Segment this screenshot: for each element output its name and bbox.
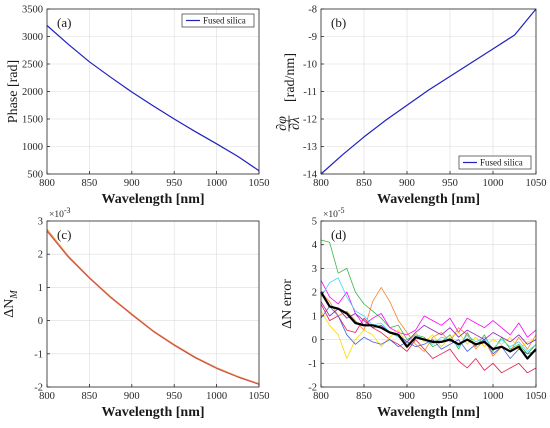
series-line-1 [320, 280, 537, 338]
y-tick-label: -1 [308, 359, 317, 370]
legend: Fused silica [458, 155, 532, 170]
x-tick-label: 1050 [526, 178, 547, 189]
axis-exponent: ×10-3 [49, 206, 71, 220]
y-tick-label: 2500 [22, 60, 43, 71]
x-tick-label: 800 [313, 391, 329, 402]
y-tick-label: -12 [303, 115, 317, 126]
x-tick-label: 950 [166, 391, 182, 402]
y-axis-label: ΔNM [2, 290, 20, 318]
series-line-2 [320, 303, 537, 374]
x-tick-label: 1000 [206, 178, 227, 189]
y-tick-label: -2 [308, 383, 317, 394]
y-tick-label: -8 [308, 5, 317, 16]
x-tick-label: 850 [82, 391, 98, 402]
legend-entry: Fused silica [480, 158, 523, 168]
y-axis-label: ΔN error [280, 279, 295, 329]
x-tick-label: 950 [442, 391, 458, 402]
y-tick-label: 2000 [22, 87, 43, 98]
y-tick-label: -9 [308, 32, 317, 43]
x-tick-label: 1000 [483, 178, 504, 189]
x-tick-label: 1000 [483, 391, 504, 402]
legend: Fused silica [181, 13, 255, 28]
y-tick-label: -10 [303, 60, 317, 71]
panel-1: 800 850 900 950 1000 1050 -14 -13 -12 -11 -10 -9 -8 W… [275, 5, 547, 208]
y-tick-label: 2 [38, 250, 43, 261]
y-tick-label: 500 [27, 170, 43, 181]
series-line-0 [46, 228, 260, 385]
y-tick-label: 3500 [22, 5, 43, 16]
y-label-numerator: ∂φ [275, 116, 290, 131]
y-label-unit: [rad/nm] [283, 53, 298, 102]
y-tick-label: 0 [312, 335, 317, 346]
y-tick-label: 1 [312, 311, 317, 322]
series-line-4 [320, 310, 537, 359]
y-tick-label: 0 [38, 316, 43, 327]
panel-2: 800 850 900 950 1000 1050 -2 -1 0 1 2 3 Wavelength [… [2, 206, 270, 420]
y-tick-label: -11 [303, 87, 317, 98]
x-tick-label: 1050 [249, 178, 270, 189]
y-tick-label: -14 [303, 170, 318, 181]
x-tick-label: 850 [356, 391, 372, 402]
series-line-1 [46, 230, 260, 385]
x-axis-label: Wavelength [nm] [377, 405, 480, 420]
panel-label: (b) [331, 15, 346, 30]
panel-label: (a) [57, 15, 71, 30]
y-tick-label: 1000 [22, 142, 43, 153]
x-tick-label: 900 [399, 391, 415, 402]
panel-label: (c) [57, 227, 71, 242]
legend-box [181, 13, 255, 28]
axes-frame [46, 220, 260, 388]
x-tick-label: 800 [39, 178, 55, 189]
y-tick-label: -13 [303, 142, 317, 153]
y-tick-label: 2 [312, 288, 317, 299]
y-tick-label: 3 [312, 264, 317, 275]
x-tick-label: 800 [39, 391, 55, 402]
series-line-0 [46, 25, 260, 172]
series-line-8 [320, 291, 537, 360]
y-axis-label: Phase [rad] [6, 60, 21, 123]
y-tick-label: 1500 [22, 115, 43, 126]
x-axis-label: Wavelength [nm] [101, 192, 204, 207]
y-tick-label: 4 [312, 240, 318, 251]
panel-label: (d) [331, 227, 346, 242]
legend-entry: Fused silica [203, 16, 246, 26]
y-tick-label: 5 [312, 217, 317, 228]
axis-exponent: ×10-5 [323, 206, 345, 220]
axes-frame [320, 220, 537, 388]
series-line-0 [320, 239, 537, 355]
x-tick-label: 850 [356, 178, 372, 189]
x-tick-label: 950 [166, 178, 182, 189]
y-tick-label: -1 [34, 349, 43, 360]
x-tick-label: 950 [442, 178, 458, 189]
y-tick-label: 3 [38, 217, 43, 228]
panel-0: 800 850 900 950 1000 1050 500 1000 1500 2000 2500 3… [6, 5, 270, 208]
y-tick-label: 3000 [22, 32, 43, 43]
series-line-7 [320, 301, 537, 345]
x-tick-label: 900 [399, 178, 415, 189]
x-tick-label: 800 [313, 178, 329, 189]
y-label-denominator: ∂λ [288, 117, 303, 130]
legend-box [458, 155, 532, 170]
x-tick-label: 1000 [206, 391, 227, 402]
x-tick-label: 900 [124, 178, 140, 189]
panel-3: 800 850 900 950 1000 1050 -2 -1 0 1 2 3 4 5 Wavelength… [280, 206, 547, 420]
x-tick-label: 1050 [249, 391, 270, 402]
series-line-6 [320, 277, 537, 352]
series-line-0 [320, 8, 537, 175]
y-tick-label: 1 [38, 283, 43, 294]
x-axis-label: Wavelength [nm] [101, 405, 204, 420]
series-line-5 [320, 305, 537, 359]
x-tick-label: 1050 [526, 391, 547, 402]
y-tick-label: -2 [34, 383, 43, 394]
y-axis-label: ∂φ∂λ [rad/nm] [275, 53, 303, 132]
x-axis-label: Wavelength [nm] [377, 192, 480, 207]
x-tick-label: 900 [124, 391, 140, 402]
x-tick-label: 850 [82, 178, 98, 189]
